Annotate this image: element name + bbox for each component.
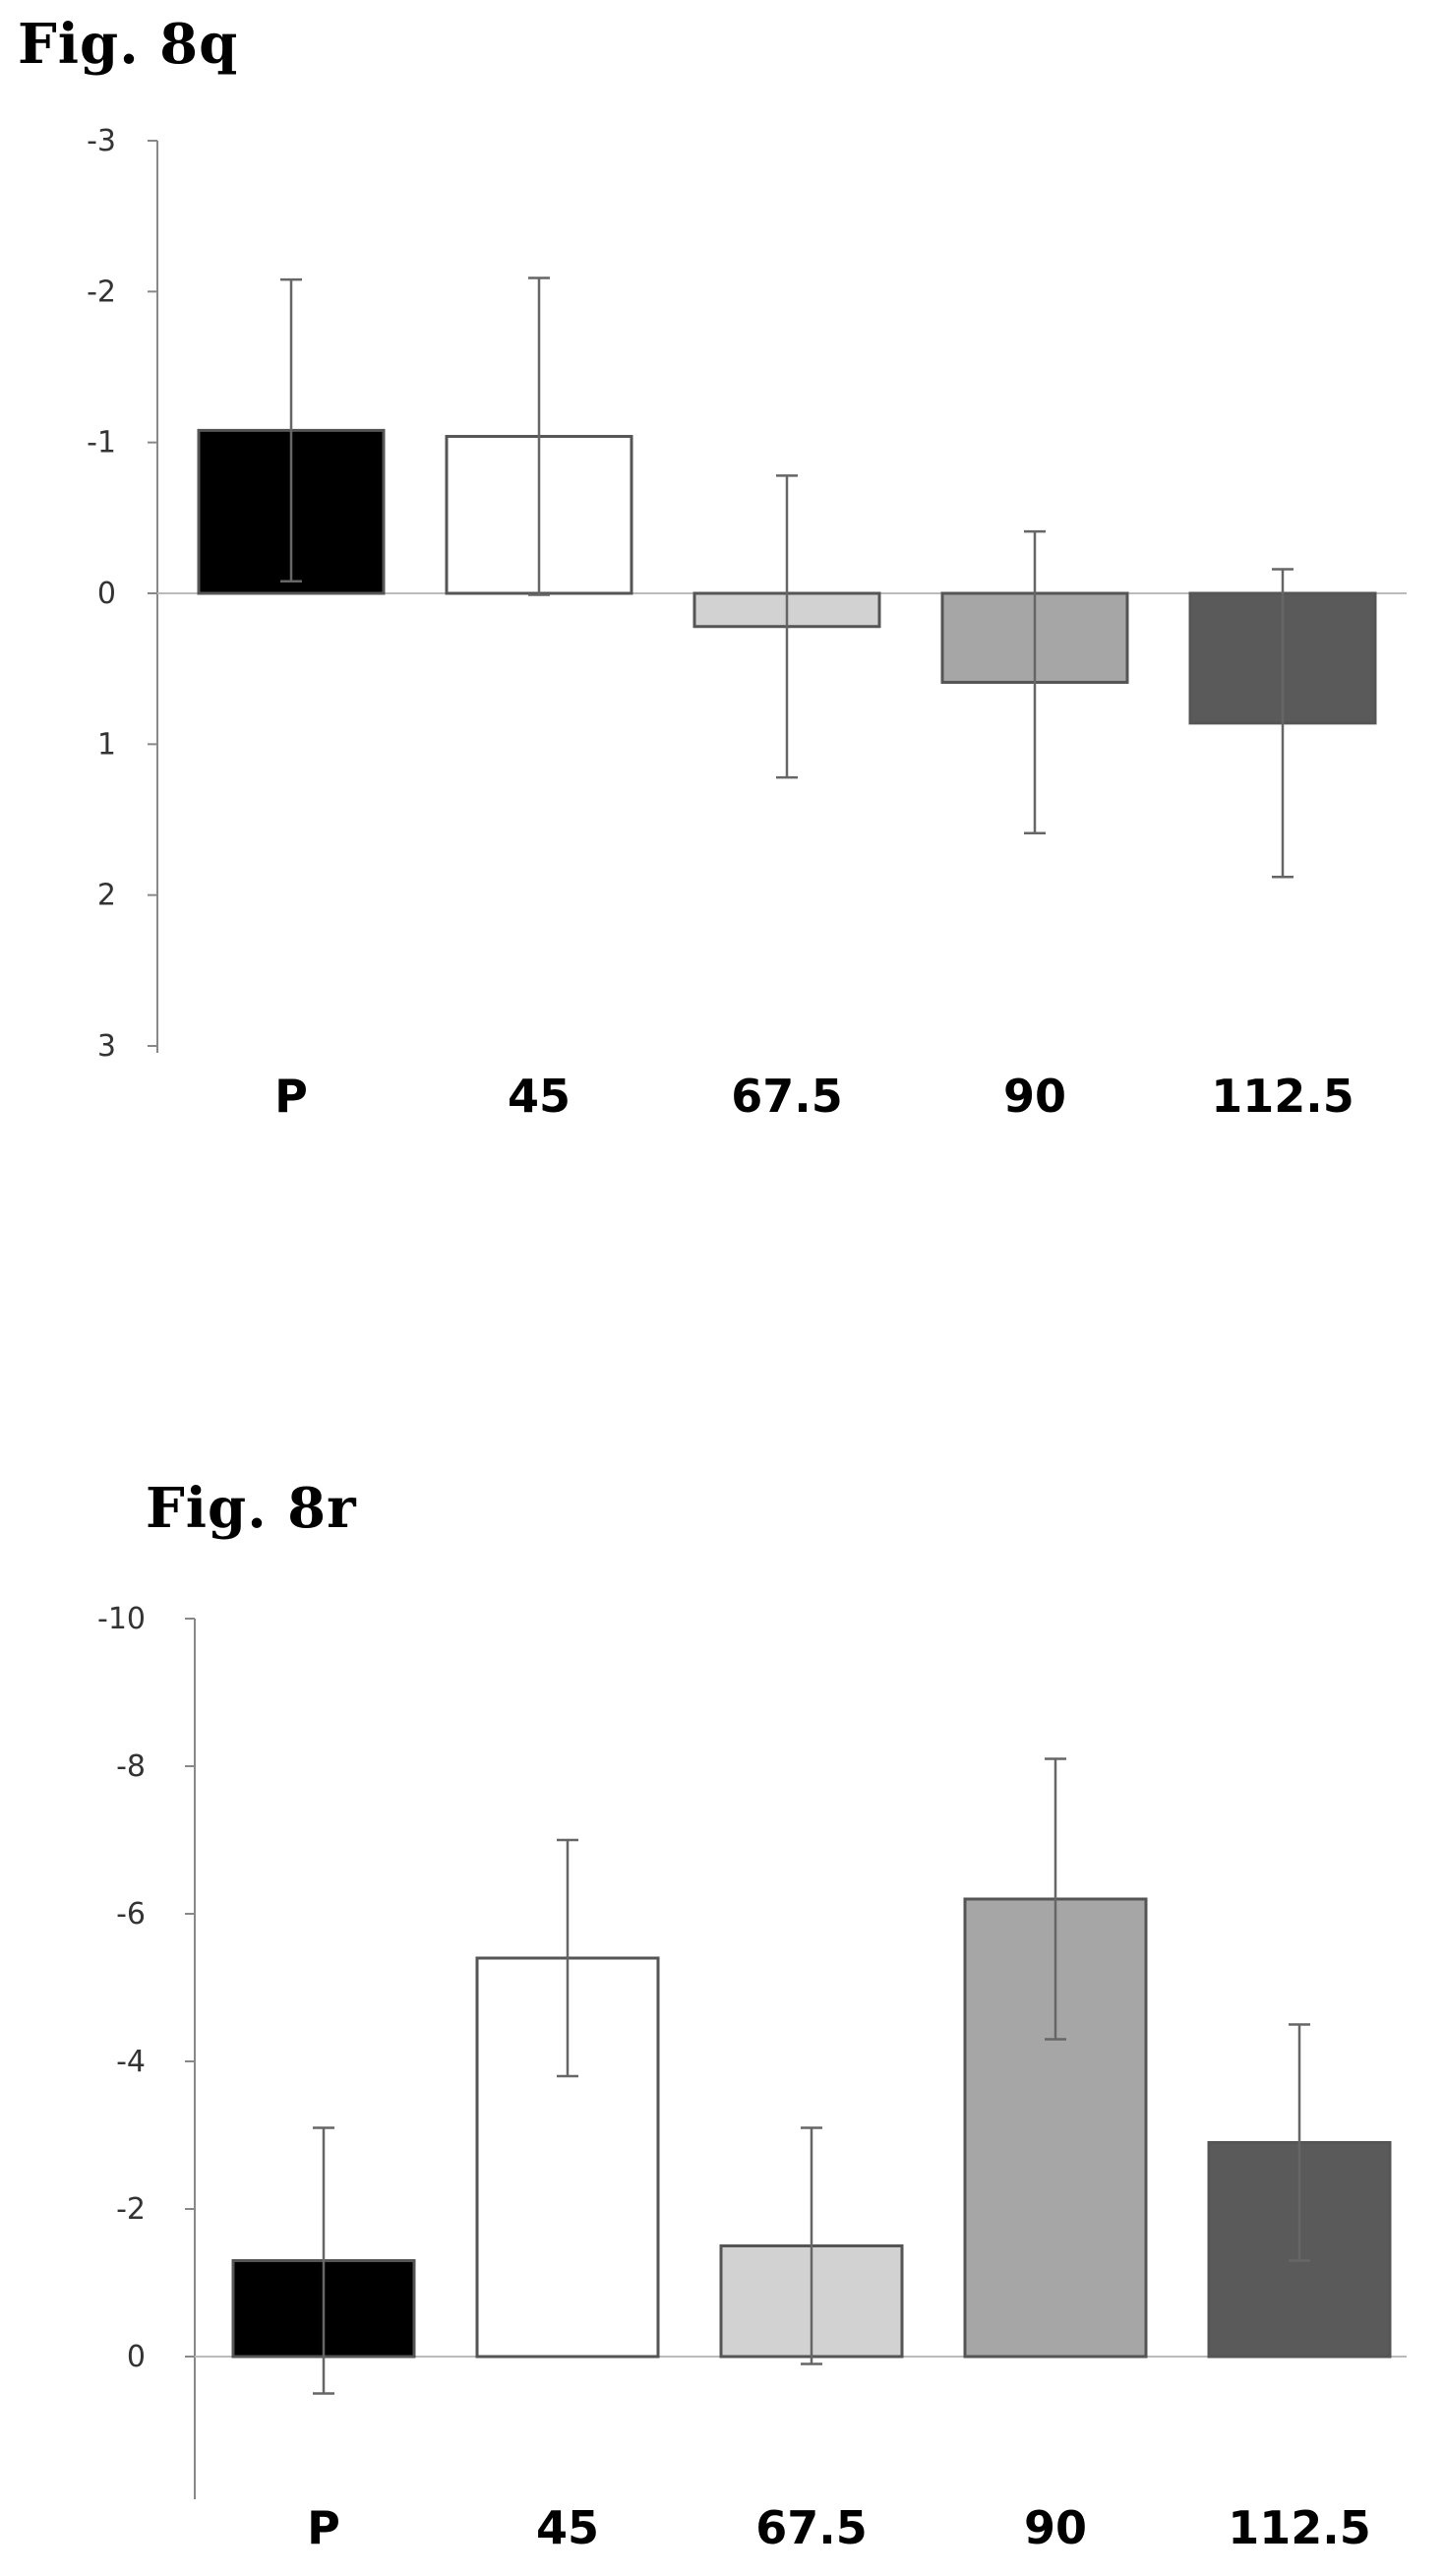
category-label: 112.5 xyxy=(1211,1070,1354,1123)
y-tick-label: -6 xyxy=(116,1897,146,1932)
category-label: 45 xyxy=(536,2501,599,2554)
category-label: 90 xyxy=(1024,2501,1087,2554)
y-tick-label: -1 xyxy=(87,426,116,460)
y-tick-label: -3 xyxy=(87,124,116,158)
y-tick-label: -4 xyxy=(116,2045,146,2079)
y-tick-label: -2 xyxy=(87,275,116,309)
category-label: 90 xyxy=(1003,1070,1066,1123)
y-tick-label: 2 xyxy=(97,879,116,913)
category-label: 67.5 xyxy=(731,1070,843,1123)
category-label: P xyxy=(307,2501,340,2554)
y-tick-label: 0 xyxy=(97,577,116,611)
y-tick-label: 0 xyxy=(127,2340,146,2374)
y-tick-label: -8 xyxy=(116,1749,146,1784)
category-label: P xyxy=(274,1070,308,1123)
category-label: 67.5 xyxy=(755,2501,868,2554)
category-label: 45 xyxy=(508,1070,571,1123)
y-tick-label: 3 xyxy=(97,1029,116,1064)
y-tick-label: -10 xyxy=(97,1602,146,1636)
figure-title-8q: Fig. 8q xyxy=(18,12,239,77)
figure-title-8r: Fig. 8r xyxy=(146,1476,357,1541)
y-tick-label: 1 xyxy=(97,727,116,762)
bar-chart-8q: -3 -2 -1 0 1 2 3 P 45 67.5 90 112.5 xyxy=(87,124,1407,1123)
category-label: 112.5 xyxy=(1228,2501,1371,2554)
y-tick-label: -2 xyxy=(116,2192,146,2227)
